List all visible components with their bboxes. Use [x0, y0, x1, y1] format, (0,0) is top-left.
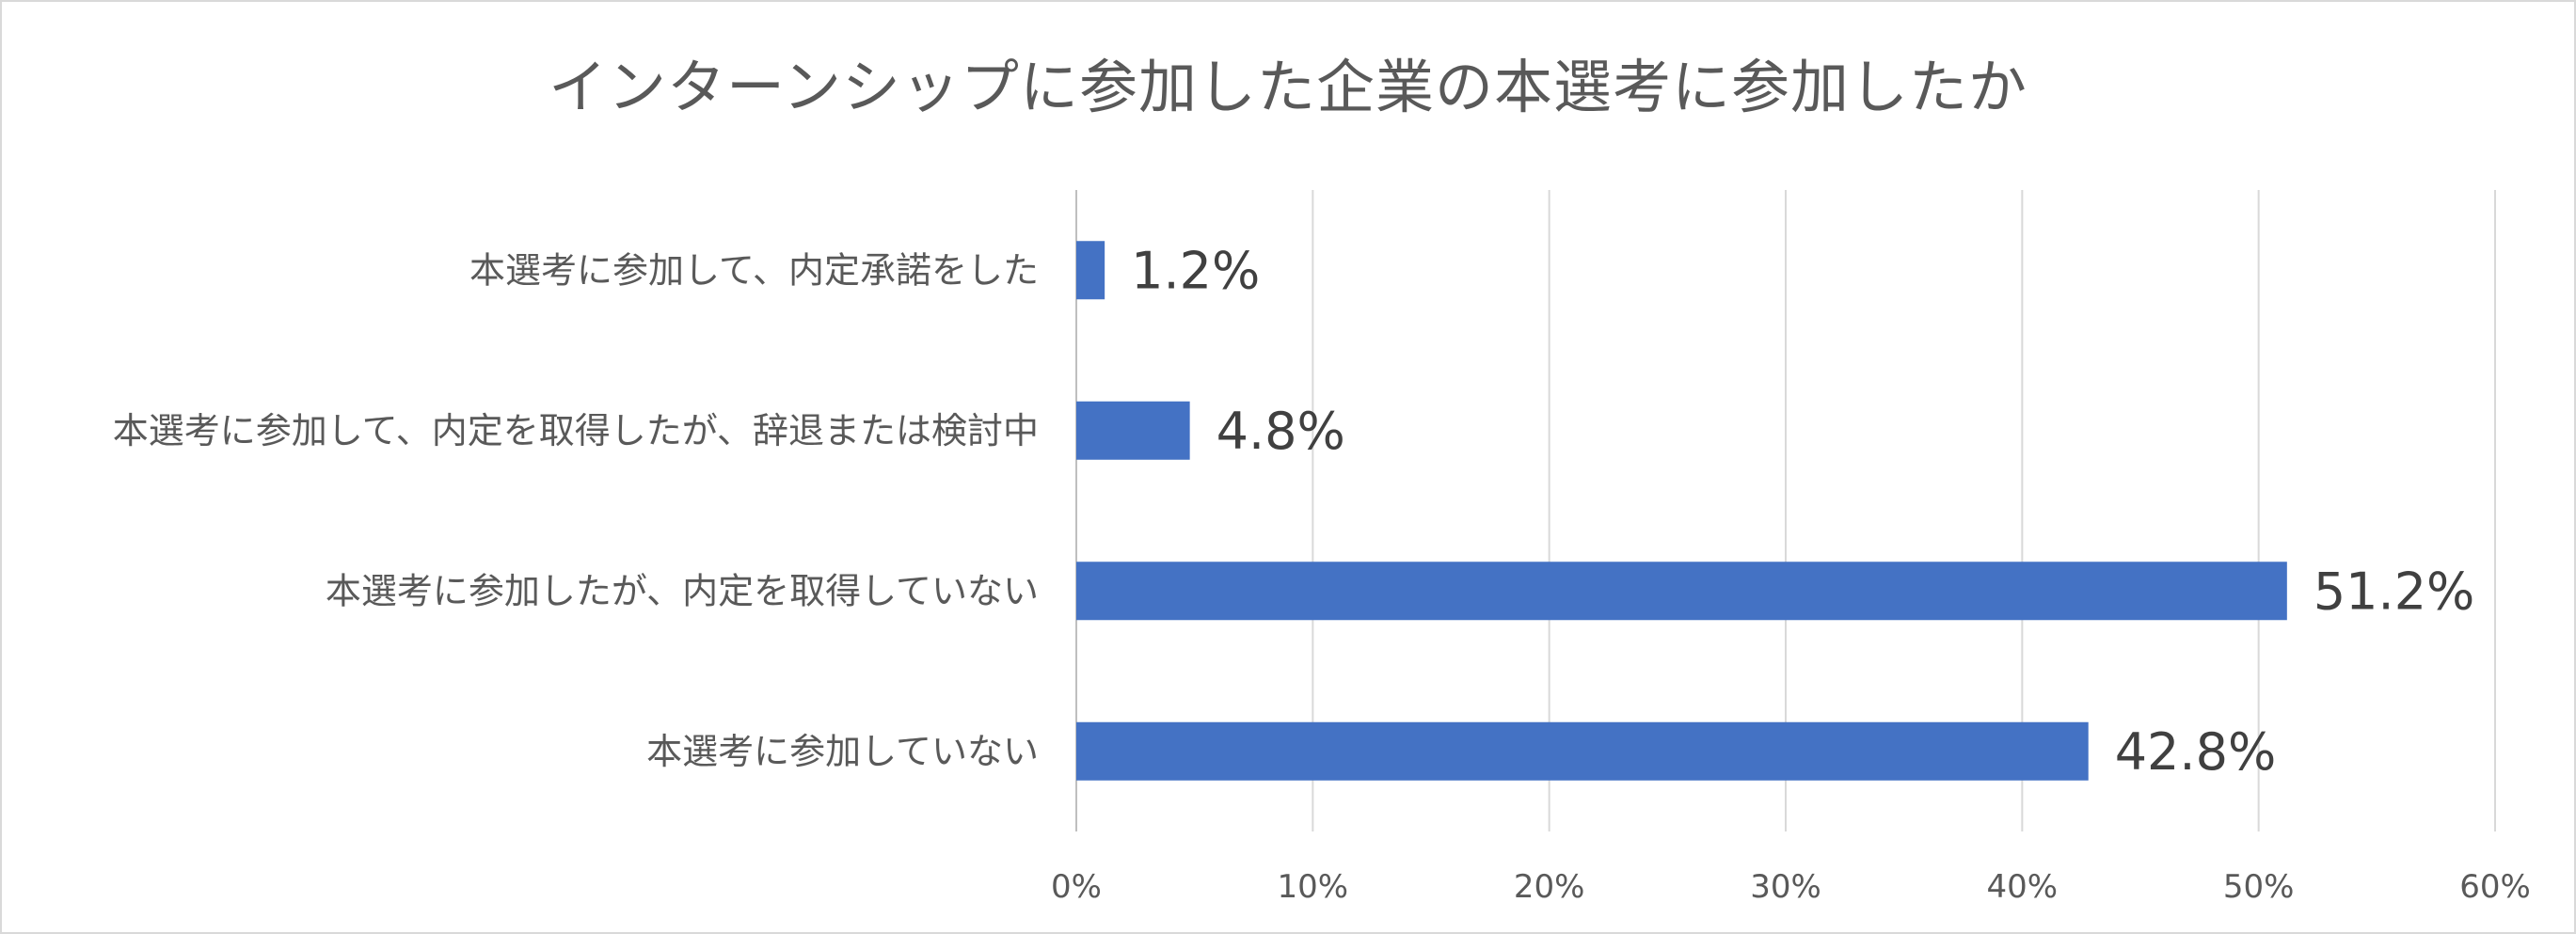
- bars: [1076, 241, 2287, 781]
- category-label: 本選考に参加して、内定を取得したが、辞退または検討中: [113, 410, 1039, 451]
- data-label: 1.2%: [1131, 241, 1260, 300]
- bar: [1076, 241, 1105, 300]
- category-label: 本選考に参加したが、内定を取得していない: [326, 570, 1039, 611]
- bar: [1076, 721, 2089, 781]
- data-label: 4.8%: [1216, 402, 1345, 461]
- category-labels: 本選考に参加して、内定承諾をした本選考に参加して、内定を取得したが、辞退または検…: [113, 249, 1039, 772]
- x-axis-tick-labels: 0% 10% 20% 30% 40% 50% 60%: [1051, 868, 2531, 906]
- x-tick-label: 30%: [1750, 868, 1821, 906]
- x-tick-label: 40%: [1987, 868, 2059, 906]
- x-tick-label: 50%: [2223, 868, 2295, 906]
- bar: [1076, 401, 1190, 460]
- category-label: 本選考に参加していない: [646, 731, 1039, 772]
- x-tick-label: 0%: [1051, 868, 1102, 906]
- data-labels: 1.2% 4.8% 51.2% 42.8%: [1131, 241, 2474, 782]
- data-label: 51.2%: [2314, 562, 2475, 621]
- bar: [1076, 562, 2287, 621]
- chart-title: インターンシップに参加した企業の本選考に参加したか: [549, 53, 2027, 121]
- data-label: 42.8%: [2115, 722, 2277, 782]
- x-tick-label: 10%: [1278, 868, 1349, 906]
- x-tick-label: 20%: [1514, 868, 1585, 906]
- category-label: 本選考に参加して、内定承諾をした: [469, 249, 1039, 291]
- x-tick-label: 60%: [2459, 868, 2531, 906]
